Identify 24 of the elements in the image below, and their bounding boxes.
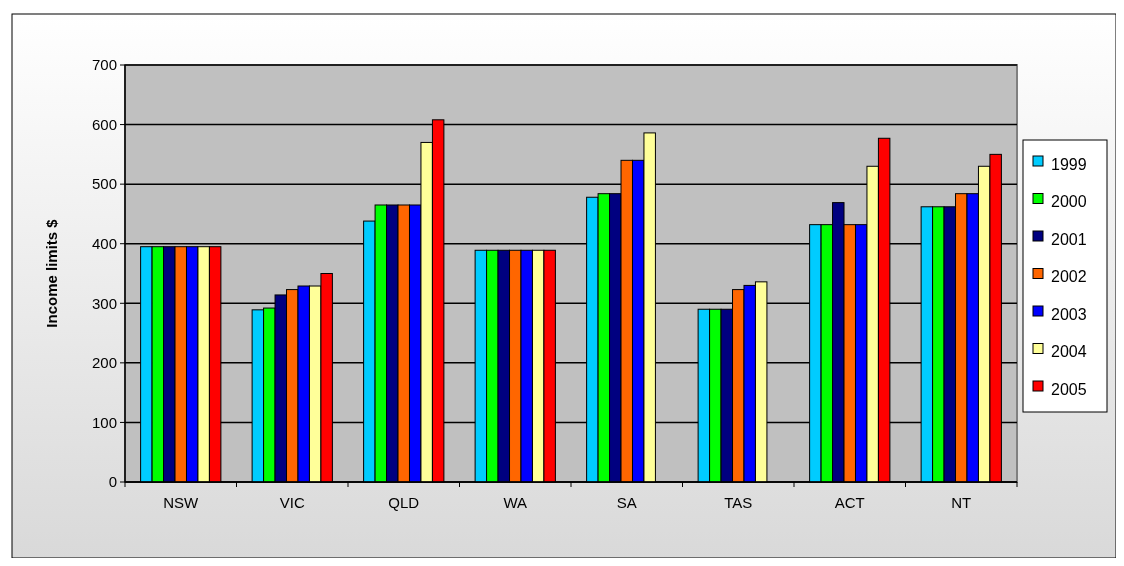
y-tick-label: 300 bbox=[91, 294, 117, 312]
x-tick-label: ACT bbox=[834, 494, 865, 511]
y-tick-label: 100 bbox=[91, 413, 117, 431]
legend-label: 2004 bbox=[1051, 343, 1087, 361]
x-tick-label: NSW bbox=[163, 494, 200, 511]
legend-label: 2001 bbox=[1051, 230, 1087, 248]
y-tick-label: 0 bbox=[108, 473, 117, 491]
y-tick-label: 200 bbox=[91, 354, 117, 372]
legend-label: 2003 bbox=[1051, 305, 1087, 323]
y-axis-title: Income limits $ bbox=[43, 218, 60, 328]
legend-label: 2000 bbox=[1051, 193, 1087, 211]
y-tick-label: 400 bbox=[91, 234, 117, 252]
legend-label: 2005 bbox=[1051, 380, 1087, 398]
legend-label: 1999 bbox=[1051, 155, 1087, 173]
y-tick-label: 600 bbox=[91, 115, 117, 133]
x-tick-label: TAS bbox=[724, 494, 753, 511]
x-tick-label: VIC bbox=[279, 494, 305, 511]
y-tick-label: 500 bbox=[91, 175, 117, 193]
x-tick-label: SA bbox=[616, 494, 637, 511]
x-tick-label: NT bbox=[951, 494, 972, 511]
x-tick-label: WA bbox=[503, 494, 528, 511]
legend-label: 2002 bbox=[1051, 268, 1087, 286]
x-tick-label: QLD bbox=[388, 494, 420, 511]
y-tick-label: 700 bbox=[91, 56, 117, 74]
